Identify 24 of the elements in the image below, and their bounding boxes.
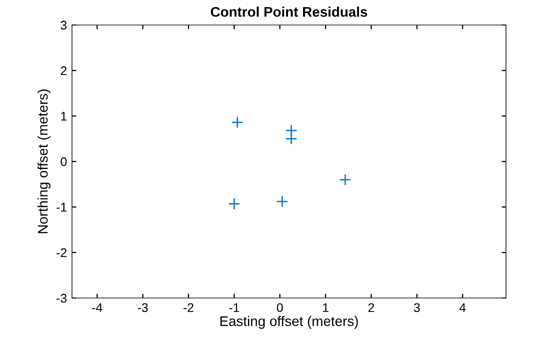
y-tick-label: -3 <box>56 294 67 303</box>
x-axis-title: Easting offset (meters) <box>220 316 358 329</box>
point <box>285 132 298 145</box>
point <box>339 174 352 186</box>
point <box>276 196 288 208</box>
x-tick-label: 0 <box>276 303 283 312</box>
chart-title: Control Point Residuals <box>210 6 368 17</box>
x-tick-label: 1 <box>323 303 328 312</box>
x-tick-label: 4 <box>459 303 466 312</box>
y-axis-title: Northing offset (meters) <box>38 90 50 234</box>
x-tick-label: 2 <box>368 303 374 312</box>
x-tick-label: -2 <box>183 303 194 312</box>
y-tick-label: -1 <box>56 202 67 212</box>
point <box>231 116 244 128</box>
y-tick-label: 2 <box>60 66 67 76</box>
y-tick-label: 3 <box>60 20 67 30</box>
y-tick-label: -2 <box>56 248 67 258</box>
y-tick-label: 1 <box>61 112 67 121</box>
x-tick-label: 3 <box>414 303 420 312</box>
point <box>228 198 240 210</box>
x-tick-label: -4 <box>92 303 102 312</box>
x-tick-label: -1 <box>229 303 240 312</box>
x-tick-label: -3 <box>138 303 148 312</box>
y-tick-label: 0 <box>60 157 67 166</box>
